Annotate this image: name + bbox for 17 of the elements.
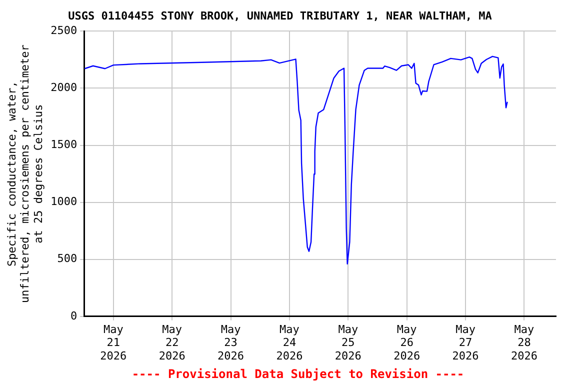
y-tick-label: 0 xyxy=(70,309,78,322)
y-tick-label: 1500 xyxy=(50,138,78,152)
x-tick-label: May 22 2026 xyxy=(158,322,186,362)
y-tick-label: 2500 xyxy=(50,24,78,38)
x-tick-label: May 26 2026 xyxy=(394,322,420,362)
x-tick-label: May 28 2026 xyxy=(510,322,538,362)
x-tick-label: May 25 2026 xyxy=(334,322,362,362)
y-tick-label: 500 xyxy=(57,252,78,266)
x-tick-label: May 23 2026 xyxy=(218,322,244,362)
x-tick-label: May 24 2026 xyxy=(276,322,303,362)
y-axis-title: Specific conductance, water, unfiltered, microsiemens per centimeter at 25 degrees Celsius xyxy=(5,44,45,303)
text: ---- Provisional Data Subject to Revision ---- xyxy=(132,367,464,382)
x-tick-label: May 21 2026 xyxy=(100,322,127,362)
y-tick-label: 1000 xyxy=(50,195,78,208)
chart-title: USGS 01104455 STONY BROOK, UNNAMED TRIBUTARY 1, NEAR WALTHAM, MA xyxy=(68,9,492,22)
y-tick-label: 2000 xyxy=(50,81,78,94)
x-tick-label: May 27 2026 xyxy=(452,322,479,362)
